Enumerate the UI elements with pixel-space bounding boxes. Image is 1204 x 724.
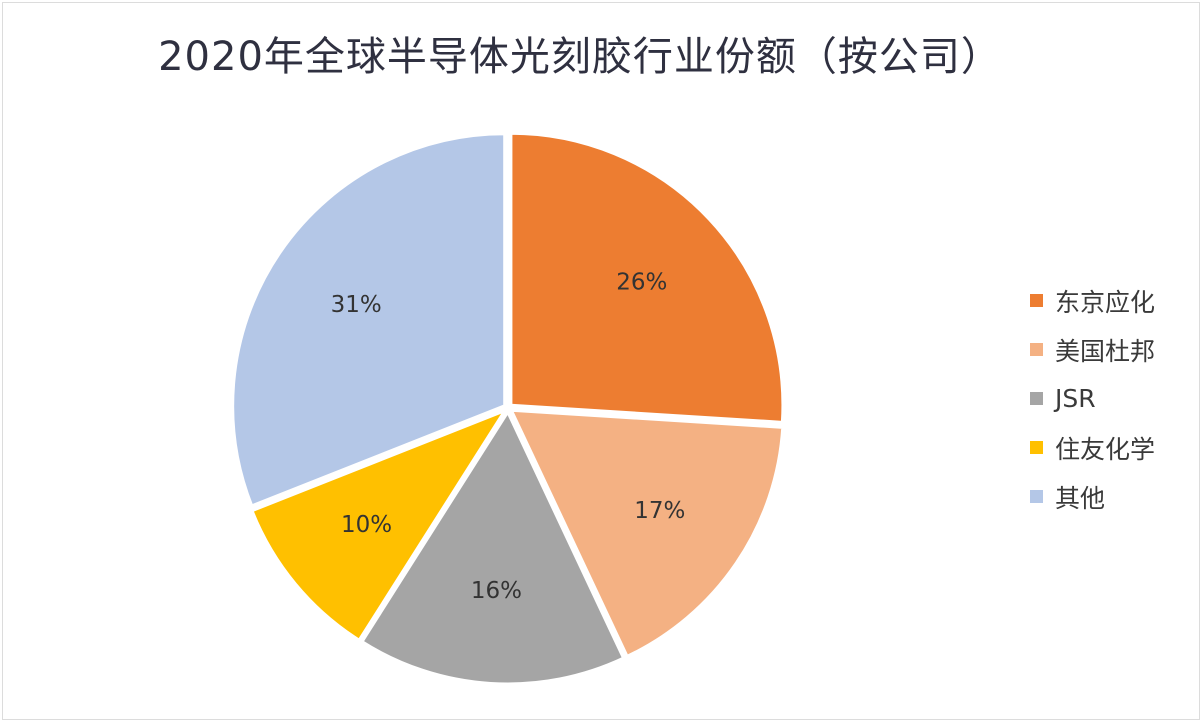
legend-item-4: 其他: [1030, 472, 1200, 521]
legend-label-1: 美国杜邦: [1055, 336, 1156, 366]
slice-value-label-3: 10%: [341, 512, 392, 538]
legend-item-2: JSR: [1030, 374, 1200, 423]
chart-legend: 东京应化美国杜邦 JSR 住友化学其他: [1030, 276, 1200, 521]
pie-slice-2: [359, 408, 626, 686]
slice-value-label-2: 16%: [471, 578, 522, 604]
slice-value-label-4: 31%: [331, 292, 382, 318]
slice-value-label-0: 26%: [616, 269, 667, 295]
pie-slice-4: [231, 132, 507, 508]
pie-slice-1: [508, 408, 785, 659]
legend-label-4: 其他: [1055, 483, 1106, 513]
chart-title: 2020年全球半导体光刻胶行业份额（按公司）: [158, 34, 1002, 80]
legend-item-1: 美国杜邦: [1030, 325, 1200, 374]
legend-swatch-0: [1030, 294, 1043, 307]
legend-item-0: 东京应化: [1030, 276, 1200, 325]
legend-swatch-2: [1030, 392, 1043, 405]
legend-label-3: 住友化学: [1055, 434, 1156, 464]
legend-label-2: JSR: [1055, 384, 1096, 413]
pie-slice-0: [509, 131, 785, 424]
legend-item-3: 住友化学: [1030, 423, 1200, 472]
legend-swatch-1: [1030, 343, 1043, 356]
legend-swatch-3: [1030, 441, 1043, 454]
legend-label-0: 东京应化: [1055, 287, 1156, 317]
legend-swatch-4: [1030, 490, 1043, 503]
pie-slice-3: [250, 407, 509, 643]
slice-value-label-1: 17%: [634, 498, 685, 524]
